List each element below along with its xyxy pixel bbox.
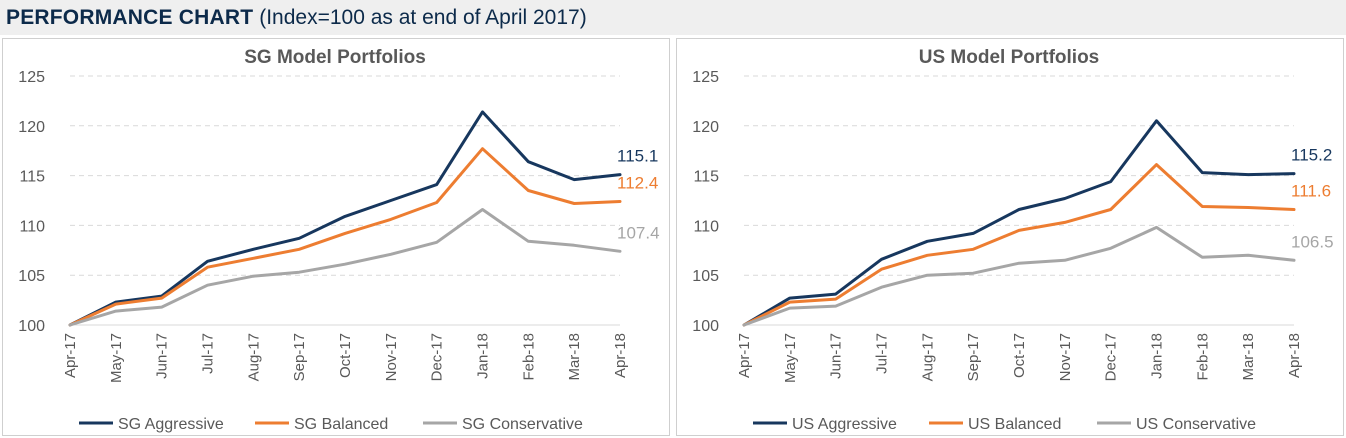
us-legend-label-us-balanced: US Balanced [968,416,1061,433]
sg-x-tick-label: Mar-18 [566,333,583,381]
sg-y-tick-label: 115 [19,169,45,186]
page-header: PERFORMANCE CHART (Index=100 as at end o… [0,0,1346,35]
sg-y-tick-label: 125 [18,69,45,86]
us-x-tick-label: Nov-17 [1057,333,1074,381]
us-x-tick-label: Jun-17 [828,333,845,379]
us-x-tick-label: May-17 [782,333,799,383]
sg-y-tick-label: 110 [19,218,45,235]
page-subtitle: (Index=100 as at end of April 2017) [259,5,587,29]
sg-chart-panel: SG Model Portfolios 100 105 110 115 120 125 Apr… [2,38,670,436]
us-series-line-us-balanced [742,163,1296,327]
sg-x-tick-label: Jul-17 [200,333,217,374]
us-y-tick-label: 100 [692,318,719,335]
us-chart-panel: US Model Portfolios 100 105 110 115 120 125 Apr… [676,38,1344,436]
sg-y-tick-label: 105 [18,268,45,285]
sg-chart-title: SG Model Portfolios [244,47,426,68]
sg-x-tick-label: Apr-17 [62,333,79,378]
us-y-tick-label: 105 [692,268,719,285]
us-line-chart: US Model Portfolios 100 105 110 115 120 125 Apr… [692,47,1334,433]
sg-y-tick-label: 120 [18,119,45,136]
sg-series-line-sg-aggressive [68,110,622,327]
us-y-tick-label: 110 [693,218,719,235]
sg-series-line-sg-balanced [68,147,622,327]
us-x-tick-label: Jan-18 [1149,333,1166,379]
us-x-tick-label: Feb-18 [1194,333,1211,381]
sg-x-tick-label: Dec-17 [429,333,446,381]
us-x-tick-label: Dec-17 [1103,333,1120,381]
sg-end-label-sg-aggressive: 115.1 [617,147,658,166]
us-series-line-us-aggressive [742,119,1296,327]
sg-x-tick-label: Sep-17 [291,333,308,381]
sg-x-tick-label: Jun-17 [154,333,171,379]
page-title: PERFORMANCE CHART [6,5,254,29]
sg-line-chart: SG Model Portfolios 100 105 110 115 120 125 Apr… [18,47,660,433]
sg-x-tick-label: Jan-18 [475,333,492,379]
us-x-tick-label: Oct-17 [1011,333,1028,378]
us-x-tick-label: Jul-17 [874,333,891,374]
us-x-tick-label: Apr-17 [736,333,753,378]
us-end-label-us-aggressive: 115.2 [1291,146,1332,165]
sg-x-tick-label: Aug-17 [245,333,262,381]
us-legend-label-us-conservative: US Conservative [1136,416,1256,433]
us-x-tick-label: Aug-17 [919,333,936,381]
sg-x-tick-label: Nov-17 [383,333,400,381]
sg-legend-label-sg-balanced: SG Balanced [294,416,388,433]
us-x-tick-label: Mar-18 [1240,333,1257,381]
us-y-tick-label: 115 [693,169,719,186]
us-chart-title: US Model Portfolios [919,47,1100,68]
us-end-label-us-conservative: 106.5 [1291,232,1334,251]
sg-y-tick-label: 100 [18,318,45,335]
sg-series-line-sg-conservative [68,208,622,327]
sg-x-tick-label: Apr-18 [612,333,629,378]
sg-legend-label-sg-conservative: SG Conservative [462,416,583,433]
us-x-tick-label: Apr-18 [1286,333,1303,378]
sg-end-label-sg-conservative: 107.4 [617,223,660,242]
us-y-tick-label: 120 [692,119,719,136]
sg-legend-label-sg-aggressive: SG Aggressive [118,416,224,433]
us-y-tick-label: 125 [692,69,719,86]
sg-x-tick-label: Feb-18 [520,333,537,381]
sg-end-label-sg-balanced: 112.4 [617,173,658,192]
us-series-line-us-conservative [742,225,1296,327]
us-legend-label-us-aggressive: US Aggressive [792,416,897,433]
us-end-label-us-balanced: 111.6 [1291,181,1331,200]
sg-x-tick-label: Oct-17 [337,333,354,378]
us-x-tick-label: Sep-17 [965,333,982,381]
sg-x-tick-label: May-17 [108,333,125,383]
